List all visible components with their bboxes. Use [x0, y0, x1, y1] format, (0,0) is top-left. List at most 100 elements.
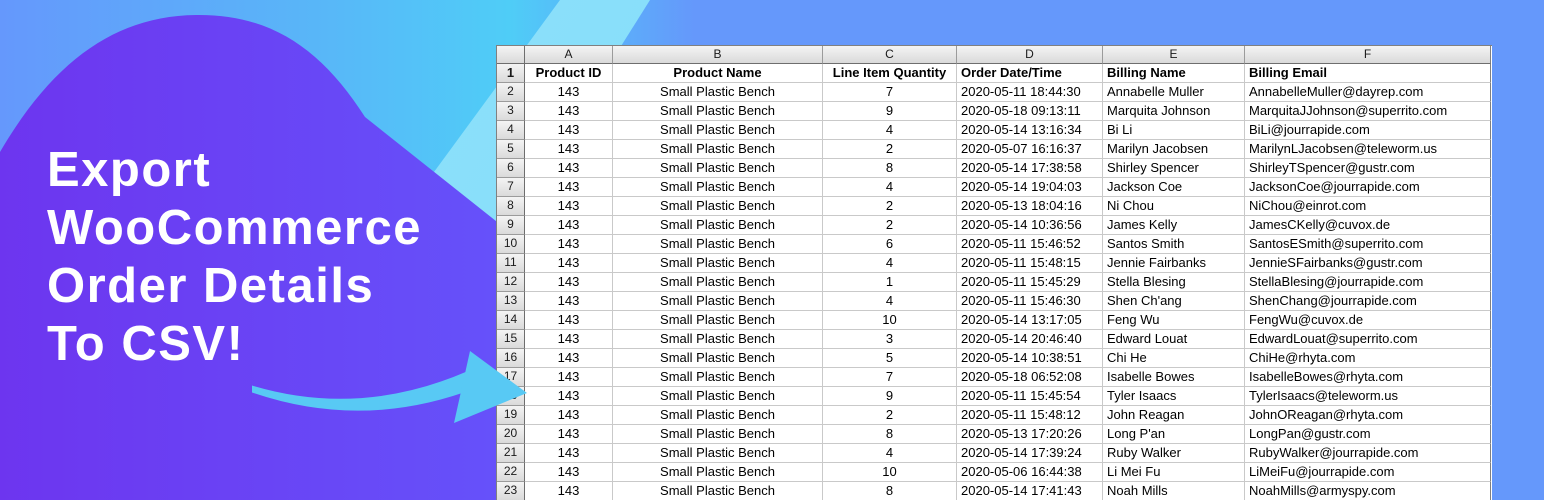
- cell[interactable]: 143: [525, 406, 613, 425]
- cell[interactable]: ShenChang@jourrapide.com: [1245, 292, 1491, 311]
- cell[interactable]: 3: [823, 330, 957, 349]
- cell[interactable]: Small Plastic Bench: [613, 178, 823, 197]
- cell[interactable]: 2020-05-13 18:04:16: [957, 197, 1103, 216]
- header-cell[interactable]: Line Item Quantity: [823, 64, 957, 83]
- cell[interactable]: JohnOReagan@rhyta.com: [1245, 406, 1491, 425]
- cell[interactable]: Small Plastic Bench: [613, 83, 823, 102]
- cell[interactable]: Li Mei Fu: [1103, 463, 1245, 482]
- cell[interactable]: Small Plastic Bench: [613, 330, 823, 349]
- cell[interactable]: Small Plastic Bench: [613, 406, 823, 425]
- cell[interactable]: 4: [823, 444, 957, 463]
- cell[interactable]: Small Plastic Bench: [613, 311, 823, 330]
- cell[interactable]: Small Plastic Bench: [613, 140, 823, 159]
- cell[interactable]: 2020-05-11 15:45:54: [957, 387, 1103, 406]
- cell[interactable]: Small Plastic Bench: [613, 102, 823, 121]
- cell[interactable]: NiChou@einrot.com: [1245, 197, 1491, 216]
- row-number-cell[interactable]: 9: [497, 216, 525, 235]
- cell[interactable]: 2020-05-11 15:46:30: [957, 292, 1103, 311]
- cell[interactable]: 2020-05-18 06:52:08: [957, 368, 1103, 387]
- header-cell[interactable]: Order Date/Time: [957, 64, 1103, 83]
- cell[interactable]: Tyler Isaacs: [1103, 387, 1245, 406]
- cell[interactable]: AnnabelleMuller@dayrep.com: [1245, 83, 1491, 102]
- row-number-cell[interactable]: 1: [497, 64, 525, 83]
- cell[interactable]: 2020-05-14 10:36:56: [957, 216, 1103, 235]
- cell[interactable]: Feng Wu: [1103, 311, 1245, 330]
- cell[interactable]: IsabelleBowes@rhyta.com: [1245, 368, 1491, 387]
- cell[interactable]: SantosESmith@superrito.com: [1245, 235, 1491, 254]
- row-number-cell[interactable]: 12: [497, 273, 525, 292]
- cell[interactable]: 2020-05-14 19:04:03: [957, 178, 1103, 197]
- cell[interactable]: 2020-05-11 15:46:52: [957, 235, 1103, 254]
- row-number-cell[interactable]: 10: [497, 235, 525, 254]
- cell[interactable]: 2: [823, 140, 957, 159]
- cell[interactable]: 9: [823, 102, 957, 121]
- cell[interactable]: ChiHe@rhyta.com: [1245, 349, 1491, 368]
- row-number-cell[interactable]: 19: [497, 406, 525, 425]
- column-header-A[interactable]: A: [525, 46, 613, 64]
- row-number-cell[interactable]: 4: [497, 121, 525, 140]
- row-number-cell[interactable]: 8: [497, 197, 525, 216]
- cell[interactable]: Long P'an: [1103, 425, 1245, 444]
- cell[interactable]: 10: [823, 311, 957, 330]
- cell[interactable]: Noah Mills: [1103, 482, 1245, 500]
- cell[interactable]: 2020-05-18 09:13:11: [957, 102, 1103, 121]
- cell[interactable]: Annabelle Muller: [1103, 83, 1245, 102]
- column-header-D[interactable]: D: [957, 46, 1103, 64]
- cell[interactable]: John Reagan: [1103, 406, 1245, 425]
- cell[interactable]: 143: [525, 102, 613, 121]
- cell[interactable]: 143: [525, 463, 613, 482]
- cell[interactable]: Small Plastic Bench: [613, 235, 823, 254]
- cell[interactable]: 2020-05-11 15:48:12: [957, 406, 1103, 425]
- cell[interactable]: Edward Louat: [1103, 330, 1245, 349]
- cell[interactable]: 143: [525, 330, 613, 349]
- row-number-cell[interactable]: 6: [497, 159, 525, 178]
- row-number-cell[interactable]: 5: [497, 140, 525, 159]
- cell[interactable]: Jackson Coe: [1103, 178, 1245, 197]
- cell[interactable]: 143: [525, 349, 613, 368]
- cell[interactable]: FengWu@cuvox.de: [1245, 311, 1491, 330]
- cell[interactable]: LiMeiFu@jourrapide.com: [1245, 463, 1491, 482]
- cell[interactable]: Small Plastic Bench: [613, 444, 823, 463]
- cell[interactable]: Small Plastic Bench: [613, 482, 823, 500]
- cell[interactable]: 2020-05-07 16:16:37: [957, 140, 1103, 159]
- row-number-cell[interactable]: 23: [497, 482, 525, 500]
- cell[interactable]: 143: [525, 425, 613, 444]
- header-cell[interactable]: Product ID: [525, 64, 613, 83]
- cell[interactable]: 7: [823, 83, 957, 102]
- row-number-cell[interactable]: 13: [497, 292, 525, 311]
- cell[interactable]: MarilynLJacobsen@teleworm.us: [1245, 140, 1491, 159]
- select-all-corner[interactable]: [497, 46, 525, 64]
- cell[interactable]: 143: [525, 83, 613, 102]
- cell[interactable]: 143: [525, 159, 613, 178]
- cell[interactable]: NoahMills@armyspy.com: [1245, 482, 1491, 500]
- cell[interactable]: 8: [823, 482, 957, 500]
- cell[interactable]: 4: [823, 121, 957, 140]
- cell[interactable]: Small Plastic Bench: [613, 216, 823, 235]
- row-number-cell[interactable]: 11: [497, 254, 525, 273]
- cell[interactable]: Small Plastic Bench: [613, 292, 823, 311]
- cell[interactable]: 143: [525, 254, 613, 273]
- cell[interactable]: 143: [525, 235, 613, 254]
- cell[interactable]: 143: [525, 444, 613, 463]
- cell[interactable]: LongPan@gustr.com: [1245, 425, 1491, 444]
- cell[interactable]: 2020-05-11 18:44:30: [957, 83, 1103, 102]
- cell[interactable]: Stella Blesing: [1103, 273, 1245, 292]
- cell[interactable]: 2020-05-11 15:48:15: [957, 254, 1103, 273]
- row-number-cell[interactable]: 22: [497, 463, 525, 482]
- cell[interactable]: 143: [525, 216, 613, 235]
- cell[interactable]: JacksonCoe@jourrapide.com: [1245, 178, 1491, 197]
- cell[interactable]: Small Plastic Bench: [613, 368, 823, 387]
- cell[interactable]: Small Plastic Bench: [613, 159, 823, 178]
- cell[interactable]: 143: [525, 387, 613, 406]
- cell[interactable]: Marilyn Jacobsen: [1103, 140, 1245, 159]
- cell[interactable]: 2020-05-14 17:41:43: [957, 482, 1103, 500]
- cell[interactable]: 2: [823, 197, 957, 216]
- cell[interactable]: RubyWalker@jourrapide.com: [1245, 444, 1491, 463]
- cell[interactable]: Small Plastic Bench: [613, 425, 823, 444]
- header-cell[interactable]: Product Name: [613, 64, 823, 83]
- cell[interactable]: ShirleyTSpencer@gustr.com: [1245, 159, 1491, 178]
- cell[interactable]: Shirley Spencer: [1103, 159, 1245, 178]
- cell[interactable]: 2: [823, 406, 957, 425]
- row-number-cell[interactable]: 15: [497, 330, 525, 349]
- cell[interactable]: 143: [525, 197, 613, 216]
